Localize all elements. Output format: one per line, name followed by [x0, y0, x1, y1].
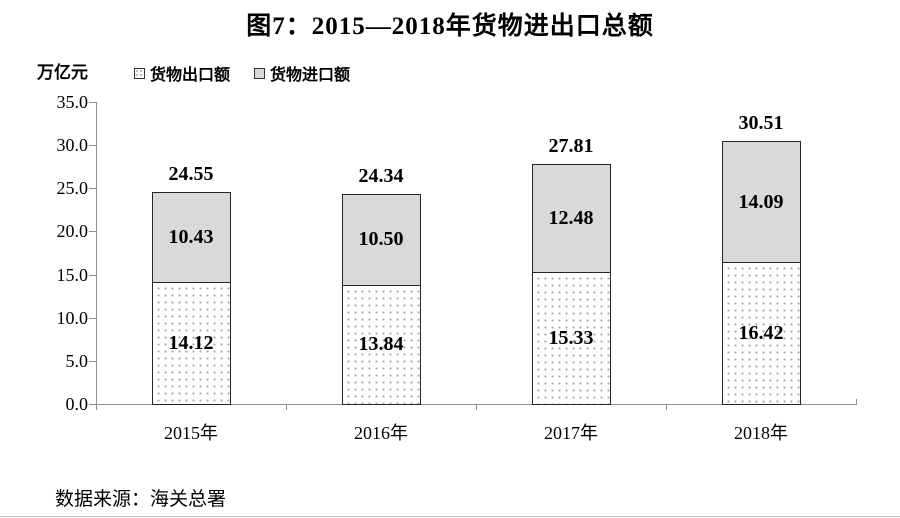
bar-value-label: 12.48 [548, 206, 594, 229]
y-tick-label: 5.0 [65, 351, 89, 371]
x-tick-mark [476, 405, 477, 410]
bar-total-label: 24.34 [358, 164, 404, 187]
legend-item-export: 货物出口额 [134, 61, 230, 85]
x-tick-mark [666, 405, 667, 410]
y-tick-mark [89, 145, 96, 146]
bar-total-label: 27.81 [548, 135, 594, 158]
x-axis-line [96, 404, 857, 405]
x-category-label: 2017年 [544, 423, 598, 443]
y-tick-label: 30.0 [56, 135, 89, 155]
x-axis-end-tick [856, 399, 857, 404]
y-tick-mark [89, 102, 96, 103]
legend-label-import: 货物进口额 [270, 67, 351, 84]
y-axis-line [96, 102, 97, 404]
y-tick-label: 35.0 [56, 92, 89, 112]
bar-segment-import: 14.09 [721, 140, 801, 264]
bar-value-label: 10.43 [168, 226, 214, 249]
bar-value-label: 14.12 [168, 332, 214, 355]
legend-label-export: 货物出口额 [150, 67, 231, 84]
bar-segment-import: 12.48 [531, 164, 611, 273]
y-tick-label: 15.0 [56, 265, 89, 285]
bar-value-label: 15.33 [548, 326, 594, 349]
bar-value-label: 16.42 [738, 322, 784, 345]
x-tick-mark [286, 405, 287, 410]
y-tick-mark [89, 404, 96, 405]
bar-value-label: 13.84 [358, 333, 404, 356]
y-tick-label: 25.0 [56, 178, 89, 198]
bar-segment-export: 16.42 [721, 262, 801, 405]
y-tick-label: 0.0 [65, 394, 89, 414]
export-swatch-icon [134, 67, 145, 79]
import-swatch-icon [254, 67, 266, 79]
bar-segment-import: 10.43 [151, 192, 231, 284]
y-tick-mark [89, 231, 96, 232]
x-category-label: 2015年 [164, 423, 218, 443]
y-tick-mark [89, 361, 96, 362]
bar-value-label: 14.09 [738, 190, 784, 213]
y-tick-label: 10.0 [56, 308, 89, 328]
bar-segment-export: 14.12 [151, 282, 231, 405]
x-category-label: 2016年 [354, 423, 408, 443]
bar-total-label: 30.51 [738, 111, 784, 134]
bar-segment-export: 13.84 [341, 284, 421, 405]
legend: 货物出口额 货物进口额 [134, 61, 350, 85]
y-tick-mark [89, 275, 96, 276]
bar-segment-import: 10.50 [341, 193, 421, 286]
x-category-label: 2018年 [734, 423, 788, 443]
source-note: 数据来源：海关总署 [55, 489, 227, 510]
bar-value-label: 10.50 [358, 228, 404, 251]
bar-total-label: 24.55 [168, 163, 214, 186]
y-tick-mark [89, 188, 96, 189]
y-tick-mark [89, 318, 96, 319]
y-axis-unit-label: 万亿元 [37, 63, 88, 82]
page-bottom-divider [0, 516, 900, 517]
x-tick-mark [96, 405, 97, 410]
legend-item-import: 货物进口额 [254, 61, 350, 85]
chart-title: 图7：2015—2018年货物进出口总额 [246, 13, 654, 40]
y-tick-label: 20.0 [56, 221, 89, 241]
bar-segment-export: 15.33 [531, 271, 611, 405]
